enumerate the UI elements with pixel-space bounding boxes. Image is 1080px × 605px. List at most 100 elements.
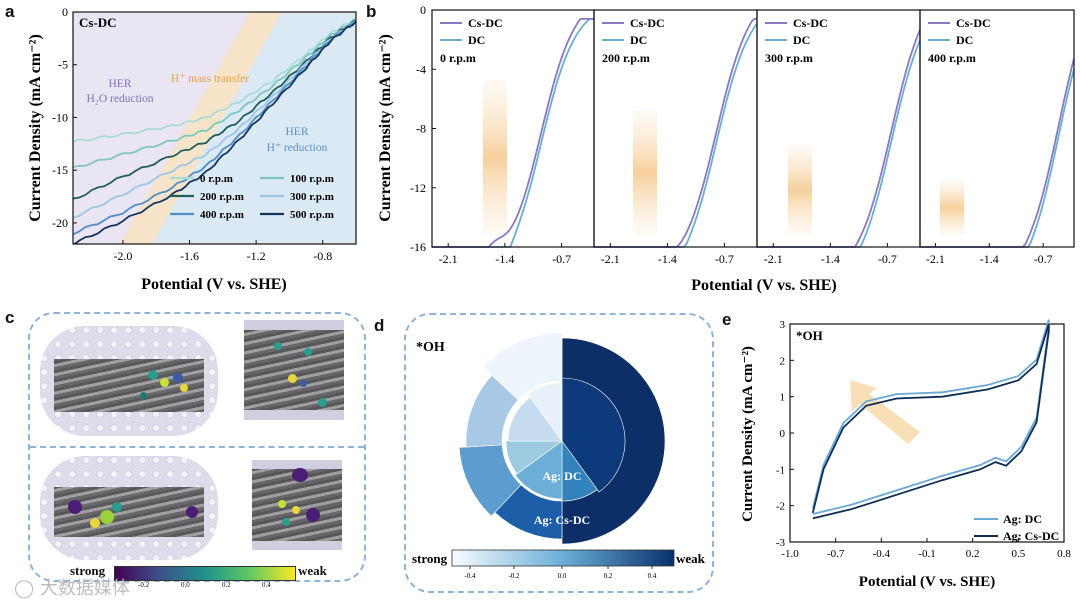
outer-ring-label: Ag: Cs-DC: [534, 513, 590, 527]
b-xtick-label: -0.7: [878, 252, 897, 266]
legend-cs-dc-label: Cs-DC: [956, 16, 991, 30]
e-ytick-label: 2: [780, 355, 786, 367]
subpanel-frame: [756, 9, 921, 248]
e-ytick-label: 1: [780, 392, 786, 404]
mass-transfer-band: [120, 12, 282, 244]
e-xtick-label: -0.4: [873, 548, 891, 560]
molecule-top: [40, 326, 218, 436]
a-ytick-label: -20: [52, 216, 68, 230]
a-xtick-label: -2.0: [113, 249, 132, 263]
legend-ag-dc: Ag: DC: [1003, 512, 1042, 526]
a-xtick-label: -0.8: [313, 249, 332, 263]
b-xtick-label: -1.4: [495, 252, 514, 266]
subpanel-frame: [593, 9, 758, 248]
e-xtick-label: -1.0: [781, 548, 799, 560]
watermark-logo-icon: ◯: [14, 578, 35, 599]
inner-ring-slice: [527, 382, 563, 442]
legend-cs-dc-label: Cs-DC: [468, 16, 503, 30]
b-xtick-label: -2.1: [926, 252, 945, 266]
watermark-text: 大数据媒体: [39, 578, 130, 599]
panel-d-box: [404, 313, 714, 593]
b-ytick-label: -12: [410, 181, 426, 195]
a-ytick-label: -10: [52, 110, 68, 124]
b-xtick-label: -1.4: [658, 252, 677, 266]
legend-label: 300 r.p.m: [290, 191, 334, 203]
b-xtick-label: -2.1: [764, 252, 783, 266]
e-ytick-label: -3: [776, 537, 786, 549]
h2o-label-line2: H₂O reduction: [87, 93, 154, 105]
panel-b-ylabel: Current Density (mA cm⁻²): [377, 34, 394, 222]
panel-b-chart: Cs-DC DC 0 r.p.m -2.1 -1.4 -0.7 Cs-DC DC 200 r.p…: [377, 3, 1075, 294]
molecule-top-zoom: [244, 320, 344, 420]
e-xtick-label: 0.5: [1011, 548, 1025, 560]
mass-transfer-band: [940, 180, 964, 235]
e-ytick-label: 0: [780, 428, 786, 440]
legend-ag-cs-dc: Ag: Cs-DC: [1003, 529, 1059, 543]
inner-ring-label: Ag: DC: [543, 469, 582, 483]
legend-dc-label: DC: [468, 33, 485, 47]
panel-e-corner-label: *OH: [796, 328, 823, 343]
legend-label: 400 r.p.m: [200, 209, 244, 221]
e-ytick-label: -1: [776, 464, 785, 476]
b-xtick-label: -2.1: [439, 252, 458, 266]
hplus-label-line1: HER: [286, 126, 309, 138]
subpanel-rpm-label: 200 r.p.m: [602, 51, 650, 65]
panel-c-strong-label: strong: [70, 563, 106, 578]
series-line-500-r-p-m: [73, 20, 356, 244]
panel-d-colorbar: [451, 549, 675, 567]
e-xtick-label: -0.1: [918, 548, 935, 560]
outer-ring-slice: [482, 332, 563, 401]
subpanel-rpm-label: 300 r.p.m: [765, 51, 813, 65]
scan-direction-arrow: [850, 380, 920, 444]
subpanel-rpm-label: 0 r.p.m: [440, 51, 476, 65]
b-xtick-label: -1.4: [821, 252, 840, 266]
panel-c-tick-2: 0.0: [181, 581, 190, 589]
legend-label: 0 r.p.m: [200, 173, 233, 185]
cv-ag-dc: [811, 319, 1050, 515]
molecule-bottom-zoom: [252, 460, 342, 550]
e-ytick-label: 3: [780, 319, 786, 331]
legend-dc-label: DC: [793, 33, 810, 47]
panel-c-weak-label: weak: [298, 563, 327, 578]
panel-e-ylabel: Current Density (mA cm⁻²): [740, 346, 756, 522]
panel-label-e: e: [722, 310, 732, 329]
panel-a-chart: 0-5-10-15-20 -2.0 -1.6 -1.2 -0.8 Cs-DC HER …: [27, 5, 357, 293]
panel-b-xlabel: Potential (V vs. SHE): [691, 277, 836, 294]
b-ytick-label: 0: [420, 3, 426, 17]
e-xtick-label: -0.7: [827, 548, 845, 560]
panel-c-box: [28, 312, 366, 582]
b-ytick-label: -4: [416, 62, 426, 76]
b-xtick-label: -0.7: [552, 252, 571, 266]
panel-c-tick-3: 0.2: [222, 581, 231, 589]
a-xtick-label: -1.6: [180, 249, 199, 263]
series-line-100-r-p-m: [73, 18, 356, 168]
a-ytick-label: 0: [62, 5, 68, 19]
legend-dc-label: DC: [956, 33, 973, 47]
panel-label-b: b: [366, 2, 377, 21]
panel-label-c: c: [5, 308, 15, 327]
legend-dc-label: DC: [630, 33, 647, 47]
panel-d-corner-label: *OH: [416, 340, 445, 355]
panel-d-weak-label: weak: [676, 551, 706, 566]
panel-e-chart: 3 2 1 0 -1 -2 -3 -1.0 -0.7 -0.4 -0.1 0.2 0.5 0.8 *OH…: [740, 319, 1071, 590]
panel-a-xlabel: Potential (V vs. SHE): [141, 276, 286, 293]
panel-c-tick-1: -0.2: [138, 581, 150, 589]
panel-c-colorbar: [114, 566, 296, 581]
d-tick-label: -0.4: [464, 572, 476, 580]
subpanel-frame: [431, 9, 595, 248]
b-xtick-label: -0.7: [715, 252, 734, 266]
hplus-label-line2: H⁺ reduction: [267, 142, 328, 154]
panel-a-corner-label: Cs-DC: [79, 15, 117, 30]
panel-e-xlabel: Potential (V vs. SHE): [859, 574, 995, 590]
subpanel-frame: [919, 9, 1075, 248]
d-tick-label: 0.4: [648, 572, 657, 580]
subpanel-rpm-label: 400 r.p.m: [928, 51, 976, 65]
a-ytick-label: -5: [58, 58, 68, 72]
a-ytick-label: -15: [52, 163, 68, 177]
e-xtick-label: 0.8: [1057, 548, 1071, 560]
mass-transfer-label: H⁺ mass transfer: [171, 73, 249, 85]
panel-c-divider: [30, 446, 364, 448]
b-ytick-label: -16: [410, 240, 426, 254]
series-line-0-r-p-m: [73, 17, 356, 143]
mass-transfer-band: [633, 110, 657, 235]
